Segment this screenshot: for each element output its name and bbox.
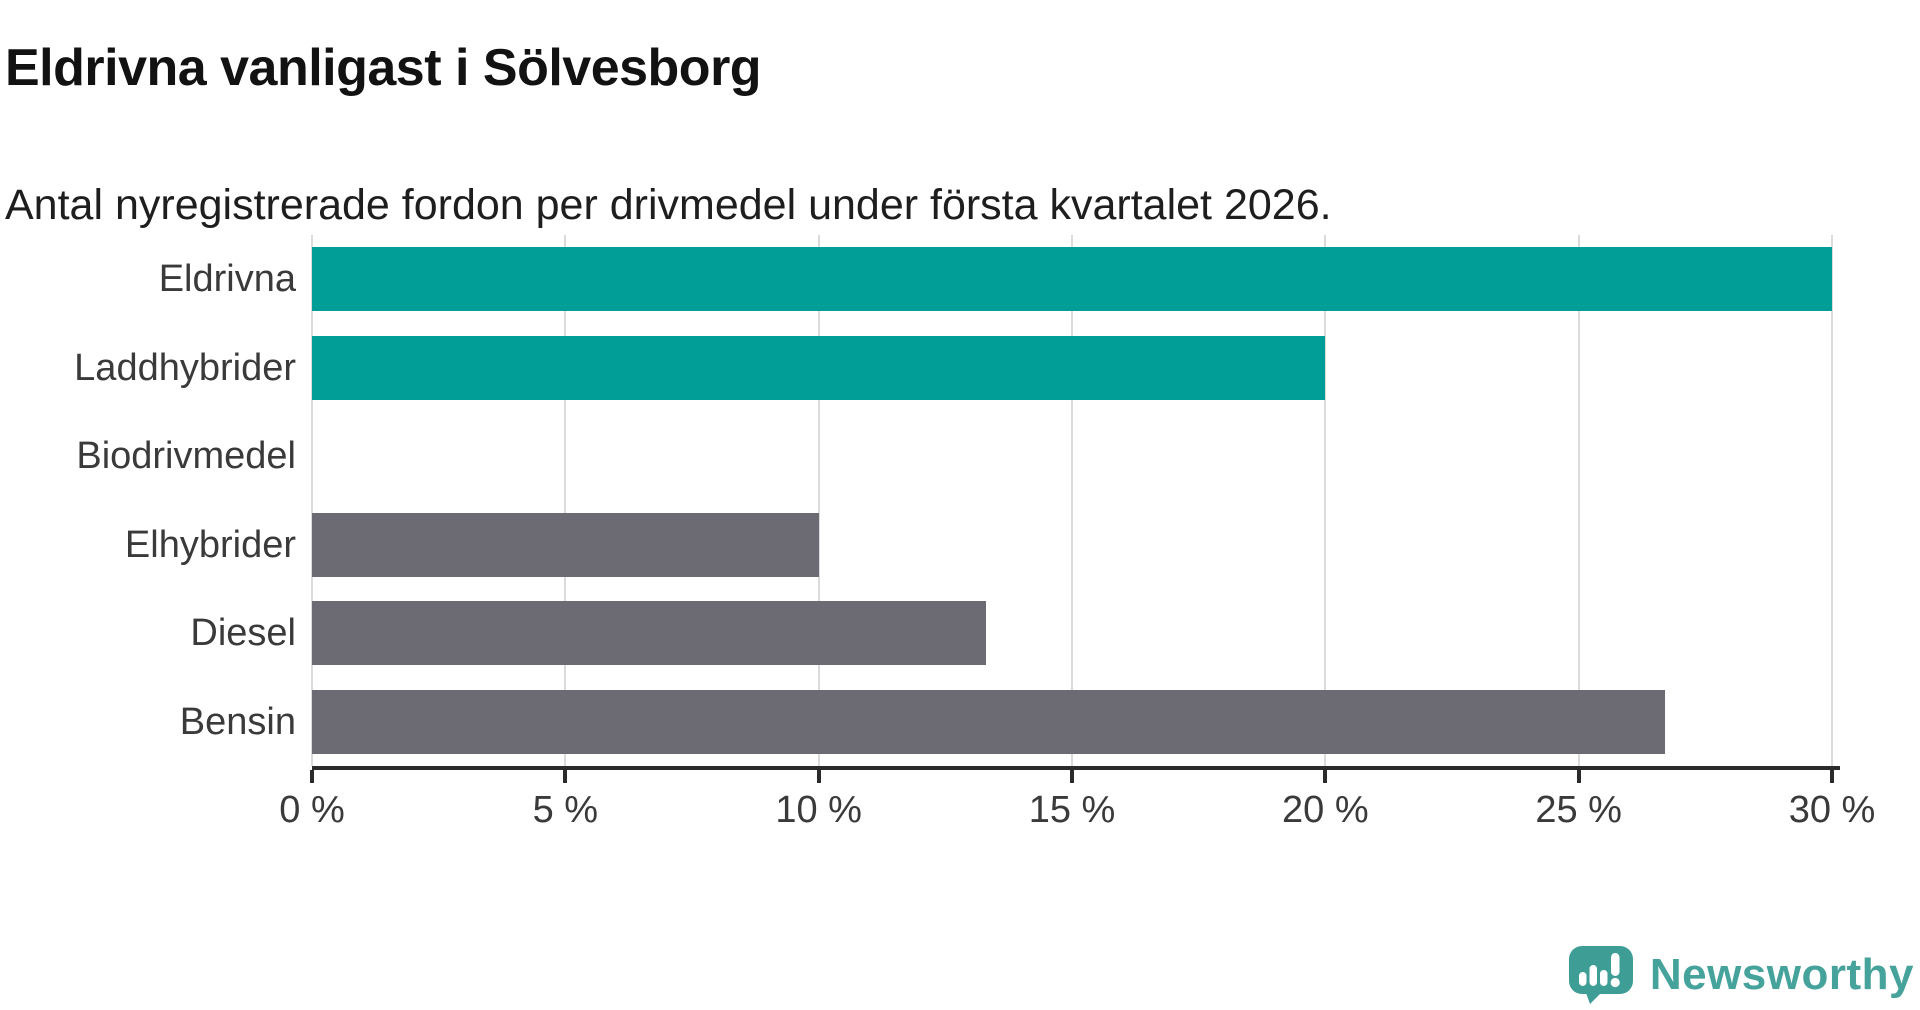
brand-name: Newsworthy [1649, 950, 1914, 999]
x-axis-tick [1070, 770, 1074, 783]
category-label: Bensin [179, 700, 296, 743]
x-axis-tick [1830, 770, 1834, 783]
x-axis-tick [1323, 770, 1328, 783]
chart-subtitle: Antal nyregistrerade fordon per drivmede… [5, 181, 1332, 229]
bar-elhybrider [312, 512, 819, 577]
category-label: Laddhybrider [74, 346, 296, 389]
category-label: Diesel [190, 612, 296, 655]
x-axis-line [312, 766, 1840, 770]
x-axis-tick [1576, 770, 1581, 783]
bar-diesel [312, 601, 986, 666]
gridline [1831, 235, 1833, 766]
x-tick-label: 30 % [1788, 789, 1876, 831]
gridline [1324, 235, 1327, 766]
gridline [1071, 235, 1073, 766]
bar-eldrivna [312, 247, 1832, 312]
x-axis-tick [310, 770, 314, 783]
x-tick-label: 0 % [279, 789, 345, 831]
brand-logo: Newsworthy [1568, 946, 1914, 1004]
x-tick-label: 25 % [1535, 789, 1622, 831]
x-axis-tick [563, 770, 568, 783]
category-label: Eldrivna [158, 258, 296, 301]
category-label: Biodrivmedel [76, 435, 296, 478]
x-axis-tick [816, 770, 821, 783]
bar-laddhybrider [312, 335, 1326, 400]
gridline [817, 235, 820, 766]
newsworthy-chart-bubble-icon [1568, 946, 1633, 1004]
gridline [311, 235, 313, 766]
gridline [1577, 235, 1580, 766]
chart-title: Eldrivna vanligast i Sölvesborg [5, 38, 762, 97]
x-tick-label: 10 % [775, 789, 862, 831]
gridline [564, 235, 567, 766]
x-tick-label: 20 % [1282, 789, 1369, 831]
category-label: Elhybrider [124, 523, 296, 566]
x-tick-label: 5 % [532, 789, 599, 831]
bar-bensin [312, 689, 1665, 754]
x-tick-label: 15 % [1028, 789, 1116, 831]
